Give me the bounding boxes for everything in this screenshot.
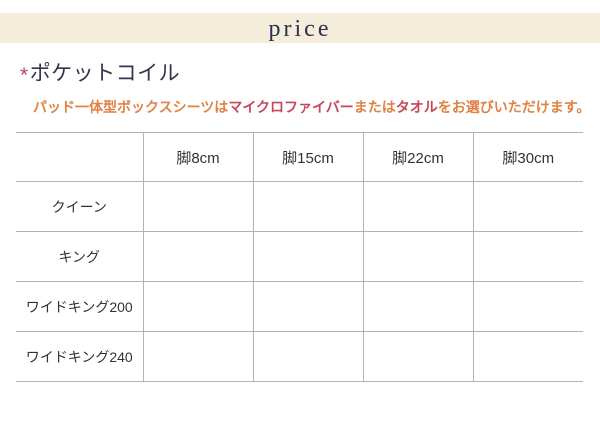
price-cell: [472, 181, 583, 232]
column-header: 脚8cm: [142, 132, 254, 182]
row-label: クイーン: [16, 181, 144, 232]
row-label: ワイドキング240: [16, 331, 144, 382]
price-cell: [362, 181, 474, 232]
price-cell: [142, 231, 254, 282]
column-header: 脚15cm: [252, 132, 364, 182]
page-title: price: [268, 15, 332, 42]
price-cell: [142, 331, 254, 382]
note-segment: タオル: [395, 99, 438, 115]
row-label: ワイドキング200: [16, 281, 144, 332]
price-cell: [362, 231, 474, 282]
price-cell: [252, 331, 364, 382]
column-header: 脚30cm: [472, 132, 583, 182]
price-table: 脚8cm 脚15cm 脚22cm 脚30cm クイーン キング ワイドキング20…: [16, 132, 583, 382]
price-cell: [142, 281, 254, 332]
note-segment: マイクロファイバー: [228, 99, 354, 115]
row-label: キング: [16, 231, 144, 282]
section-heading: *ポケットコイル: [20, 61, 600, 87]
price-cell: [362, 281, 474, 332]
section-heading-label: ポケットコイル: [29, 62, 181, 85]
table-row: キング: [16, 231, 583, 282]
note-segment: パッド一体型ボックスシーツは: [33, 99, 229, 115]
heading-asterisk: *: [20, 64, 29, 87]
price-title-bar: price: [0, 13, 600, 43]
price-cell: [362, 331, 474, 382]
price-cell: [142, 181, 254, 232]
price-cell: [472, 281, 583, 332]
note-segment: をお選びいただけます。: [437, 99, 591, 115]
price-cell: [252, 181, 364, 232]
table-row: ワイドキング240: [16, 331, 583, 382]
price-cell: [252, 281, 364, 332]
table-row: クイーン: [16, 181, 583, 232]
table-row: ワイドキング200: [16, 281, 583, 332]
table-header-row: 脚8cm 脚15cm 脚22cm 脚30cm: [16, 132, 583, 182]
corner-cell: [16, 132, 144, 182]
note-segment: または: [353, 99, 396, 115]
column-header: 脚22cm: [362, 132, 474, 182]
price-cell: [472, 231, 583, 282]
price-cell: [472, 331, 583, 382]
product-note: パッド一体型ボックスシーツはマイクロファイバーまたはタオルをお選びいただけます。: [33, 97, 600, 117]
price-cell: [252, 231, 364, 282]
